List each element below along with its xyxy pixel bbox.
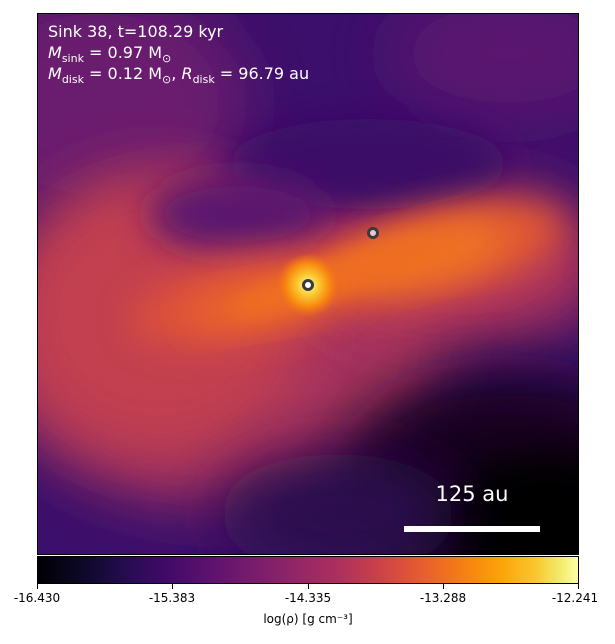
r-disk-value: = 96.79 au (214, 64, 310, 83)
colorbar-tick-label: -13.288 (419, 591, 467, 605)
sink-particle-secondary (367, 227, 379, 239)
colorbar (37, 556, 579, 584)
m-disk-symbol: M (48, 64, 62, 83)
density-map: Sink 38, t=108.29 kyr Msink = 0.97 M⊙ Md… (37, 13, 579, 555)
m-disk-unit-sub: ⊙ (162, 73, 172, 87)
m-sink-sub: sink (61, 52, 84, 66)
m-sink-unit-sub: ⊙ (162, 52, 172, 66)
colorbar-tick (308, 584, 309, 589)
r-disk-sub: disk (192, 73, 215, 87)
m-disk-value: = 0.12 M (83, 64, 163, 83)
colorbar-tick (172, 584, 173, 589)
colorbar-tick-label: -16.430 (13, 591, 61, 605)
colorbar-tick-label: -14.335 (284, 591, 332, 605)
colorbar-tick-label: -15.383 (148, 591, 196, 605)
annotation-title: Sink 38, t=108.29 kyr (48, 22, 224, 41)
annotation-sink-mass: Msink = 0.97 M⊙ (48, 43, 171, 69)
m-sink-symbol: M (48, 43, 62, 62)
m-disk-sub: disk (61, 73, 84, 87)
colorbar-tick (443, 584, 444, 589)
scale-bar-label: 125 au (435, 482, 509, 506)
sink-particle-primary (302, 279, 314, 291)
m-sink-value: = 0.97 M (83, 43, 163, 62)
colorbar-tick (37, 584, 38, 589)
r-disk-separator: , (171, 64, 182, 83)
annotation-disk-params: Mdisk = 0.12 M⊙, Rdisk = 96.79 au (48, 64, 309, 90)
colorbar-tick (578, 584, 579, 589)
r-disk-symbol: R (181, 64, 193, 83)
colorbar-axis-label: log(ρ) [g cm⁻³] (263, 612, 353, 626)
colorbar-tick-label: -12.241 (551, 591, 599, 605)
density-image (38, 14, 578, 554)
scale-bar (404, 526, 540, 532)
